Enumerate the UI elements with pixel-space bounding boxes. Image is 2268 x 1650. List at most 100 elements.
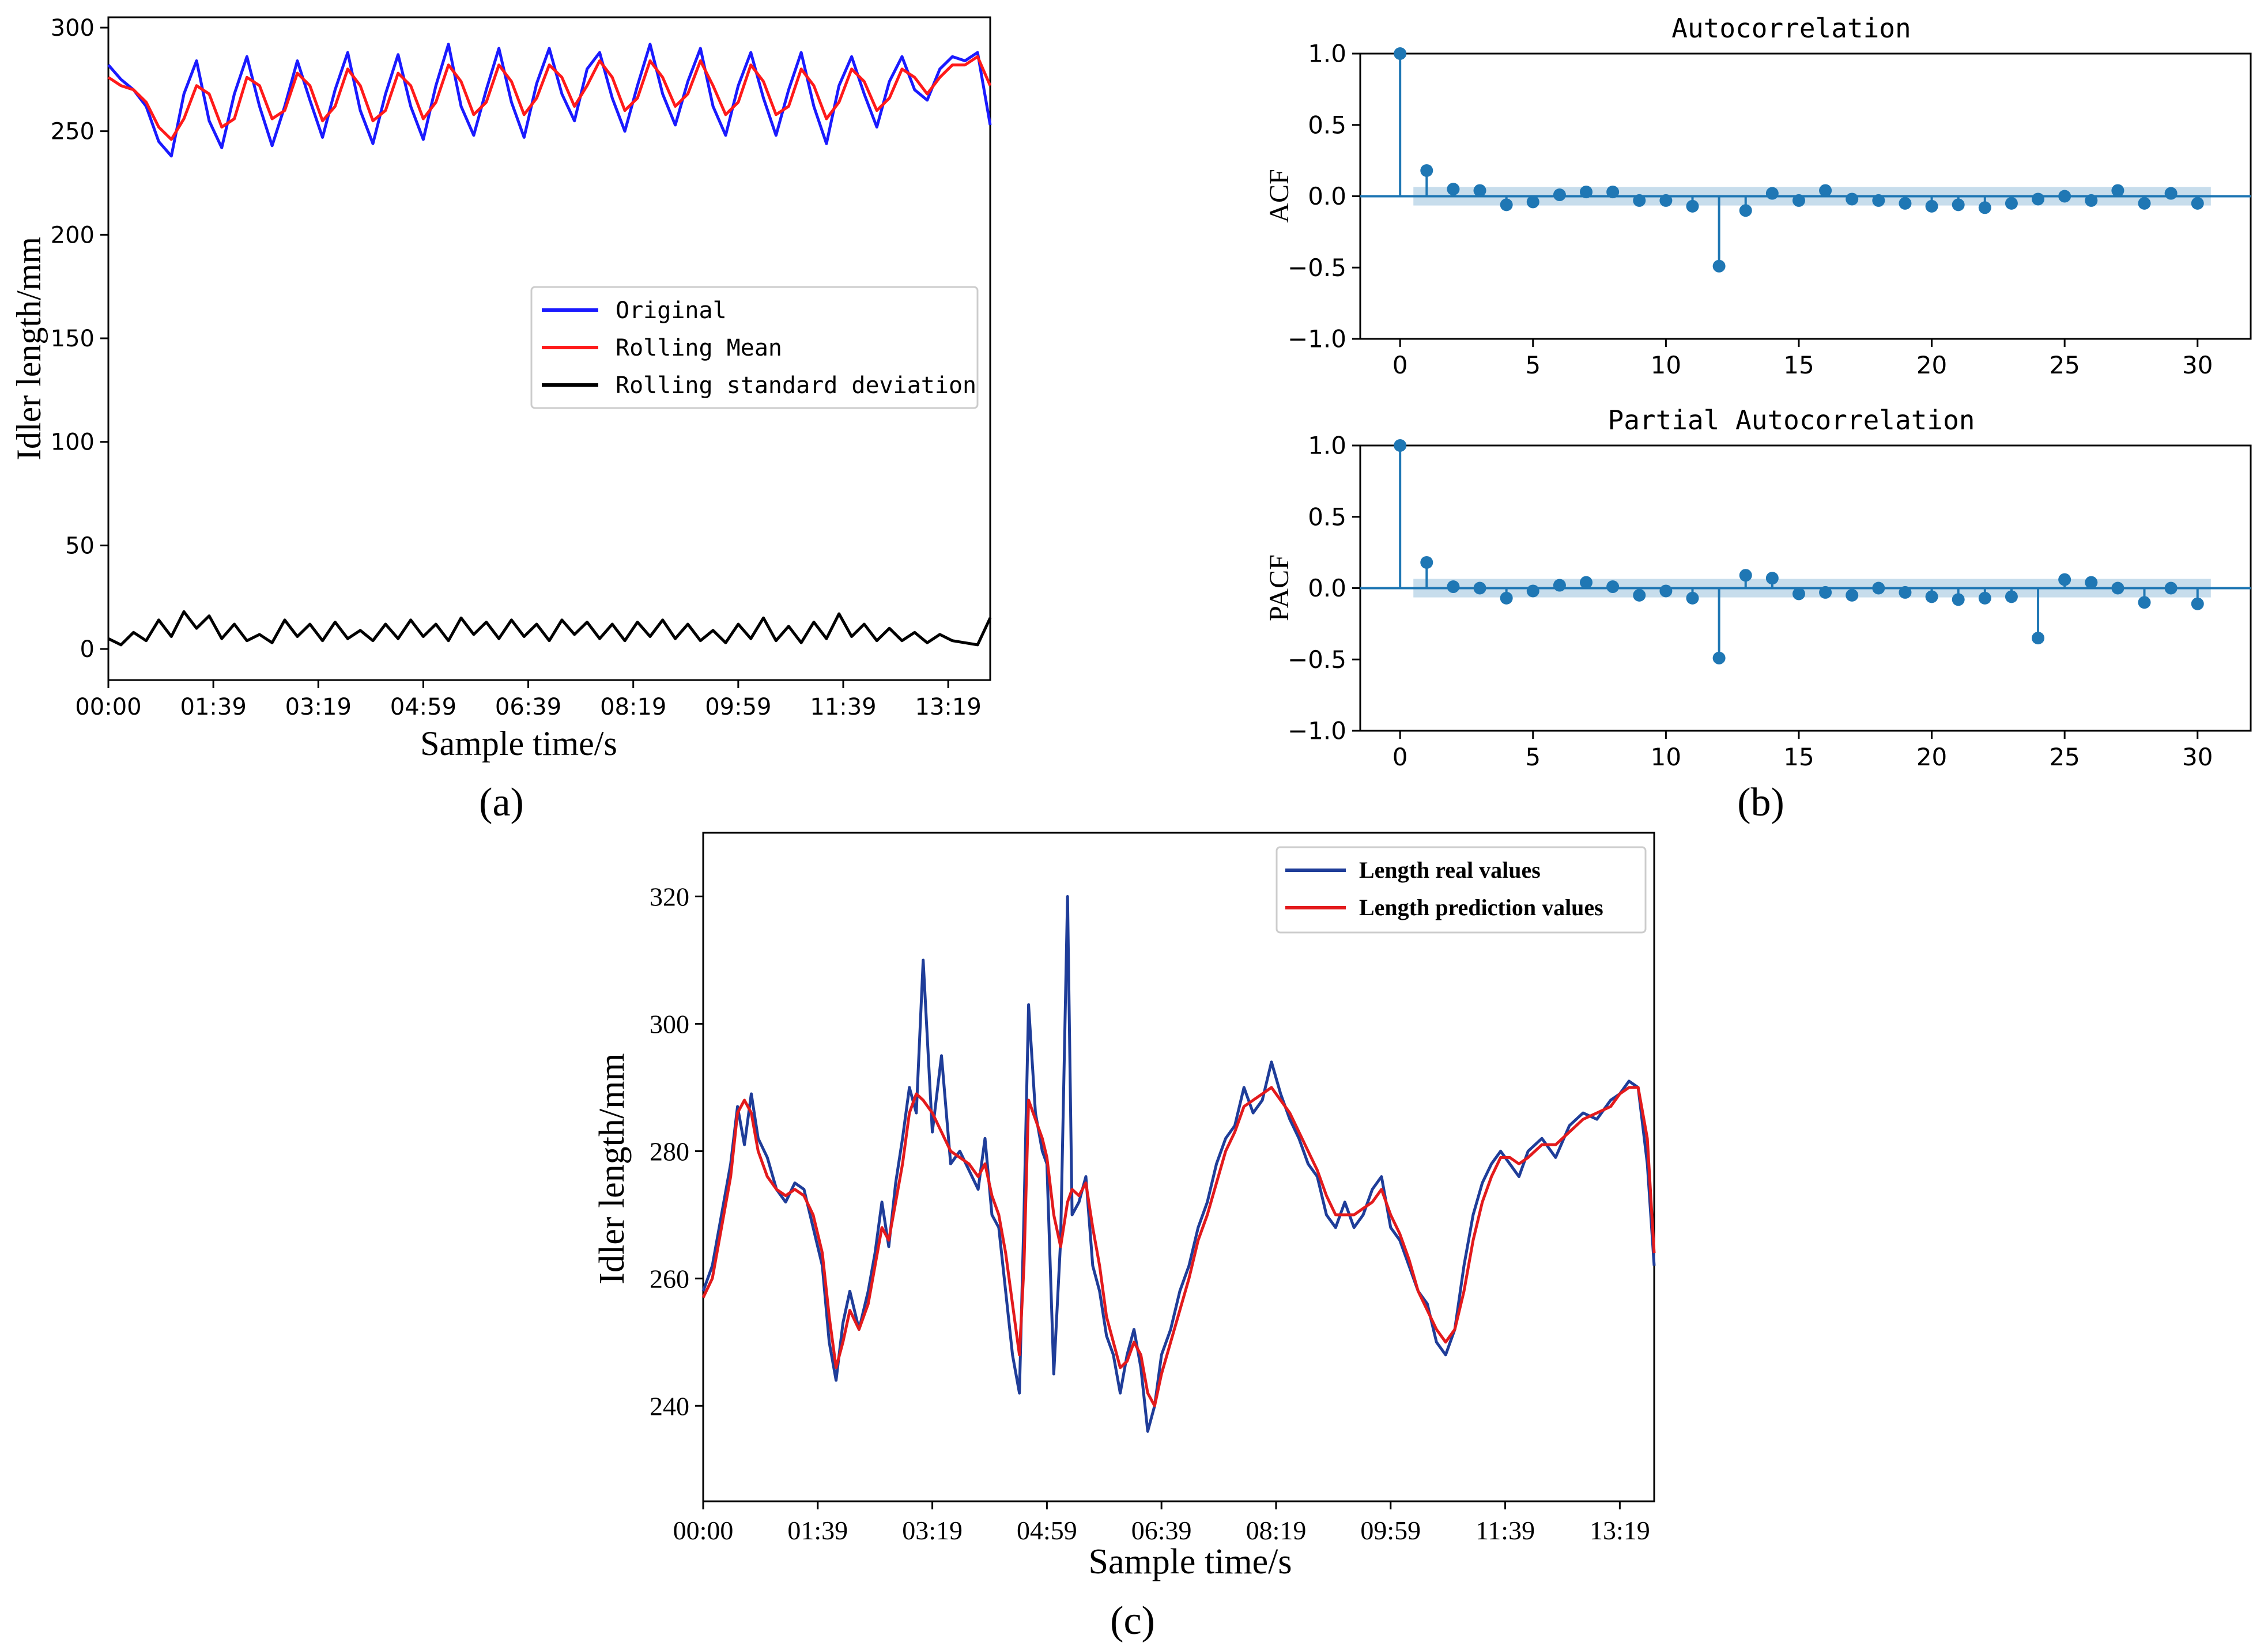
a-ytick-label: 150	[51, 326, 95, 352]
b2-ytick-label: −0.5	[1288, 645, 1346, 674]
b2-marker-lag-16	[1819, 586, 1832, 599]
b2-ytick-label: 0.0	[1308, 574, 1346, 602]
b1-marker-lag-22	[1978, 201, 1991, 214]
c-xtick-label: 06:39	[1131, 1516, 1192, 1545]
b1-marker-lag-28	[2138, 197, 2151, 210]
b2-xtick-label: 25	[2049, 743, 2080, 771]
c-ytick-label: 260	[650, 1264, 689, 1293]
b2-marker-lag-21	[1952, 593, 1965, 606]
b1-marker-lag-23	[2005, 197, 2018, 210]
c-ytick-label: 240	[650, 1391, 689, 1421]
b1-marker-lag-5	[1526, 195, 1539, 209]
b1-marker-lag-0	[1394, 47, 1407, 60]
panel-c-legend: Length real values Length prediction val…	[1275, 846, 1647, 934]
panel-c-caption: (c)	[1110, 1599, 1155, 1643]
c-ytick-label: 320	[650, 882, 689, 912]
b2-marker-lag-28	[2138, 596, 2151, 609]
b1-marker-lag-18	[1872, 194, 1885, 207]
b2-marker-lag-20	[1925, 590, 1938, 603]
b2-marker-lag-10	[1659, 584, 1673, 598]
pacf-ylabel: PACF	[1264, 554, 1295, 621]
b1-marker-lag-2	[1447, 183, 1460, 196]
acf-title: Autocorrelation	[1671, 13, 1911, 44]
panel-c-ylabel: Idler length/mm	[593, 1053, 632, 1284]
b2-marker-lag-4	[1500, 591, 1513, 605]
legend-prediction-values-label: Length prediction values	[1359, 894, 1603, 920]
b2-xtick-label: 0	[1393, 743, 1408, 771]
b1-ytick-label: −0.5	[1288, 254, 1346, 282]
b2-marker-lag-30	[2191, 597, 2204, 610]
b1-xtick-label: 10	[1651, 351, 1681, 379]
b2-marker-lag-5	[1526, 584, 1539, 598]
acf-ylabel: ACF	[1264, 169, 1295, 222]
b1-marker-lag-20	[1925, 199, 1938, 213]
b2-marker-lag-8	[1606, 580, 1620, 594]
b2-marker-lag-1	[1420, 556, 1433, 569]
b1-marker-lag-30	[2191, 197, 2204, 210]
b1-marker-lag-13	[1739, 204, 1752, 217]
b1-marker-lag-1	[1420, 164, 1433, 177]
panel-a-legend-box	[530, 286, 979, 409]
a-xtick-label: 11:39	[810, 694, 876, 720]
panel-a-caption: (a)	[479, 780, 524, 825]
b2-marker-lag-17	[1846, 588, 1859, 602]
a-xtick-label: 00:00	[75, 694, 141, 720]
b2-ytick-label: 1.0	[1308, 432, 1346, 460]
b2-xtick-label: 15	[1783, 743, 1814, 771]
b1-marker-lag-26	[2085, 194, 2098, 207]
panel-a-xlabel: Sample time/s	[420, 724, 617, 762]
a-xtick-label: 01:39	[180, 694, 247, 720]
b2-marker-lag-12	[1712, 651, 1726, 664]
b2-marker-lag-19	[1899, 586, 1912, 599]
b1-marker-lag-24	[2032, 192, 2045, 206]
b1-marker-lag-17	[1846, 192, 1859, 206]
c-xtick-label: 11:39	[1475, 1516, 1535, 1545]
c-xtick-label: 00:00	[673, 1516, 734, 1545]
b2-marker-lag-9	[1633, 588, 1646, 602]
c-xtick-label: 08:19	[1246, 1516, 1307, 1545]
a-xtick-label: 03:19	[285, 694, 352, 720]
b1-marker-lag-19	[1899, 197, 1912, 210]
b2-marker-lag-13	[1739, 569, 1752, 582]
b2-marker-lag-22	[1978, 591, 1991, 605]
b2-xtick-label: 20	[1916, 743, 1947, 771]
legend-rolling-mean-label: Rolling Mean	[616, 335, 782, 361]
b1-marker-lag-16	[1819, 184, 1832, 197]
b1-marker-lag-6	[1553, 188, 1566, 202]
b1-xtick-label: 15	[1783, 351, 1814, 379]
a-series-rolling-standard-deviation	[107, 610, 992, 647]
panel-a-legend: Original Rolling Mean Rolling standard d…	[530, 286, 979, 409]
b2-marker-lag-3	[1473, 582, 1486, 595]
c-series-length-prediction-values	[701, 1086, 1656, 1407]
a-ytick-label: 200	[51, 222, 95, 248]
b2-marker-lag-27	[2111, 582, 2124, 595]
b2-marker-lag-6	[1553, 579, 1566, 592]
legend-real-values-label: Length real values	[1359, 857, 1541, 883]
b1-marker-lag-21	[1952, 198, 1965, 212]
b1-marker-lag-12	[1712, 259, 1726, 273]
b1-ytick-label: 0.0	[1308, 182, 1346, 210]
b1-marker-lag-10	[1659, 194, 1673, 207]
b2-xtick-label: 30	[2182, 743, 2213, 771]
b1-xtick-label: 20	[1916, 351, 1947, 379]
b2-marker-lag-23	[2005, 590, 2018, 603]
b1-xtick-label: 0	[1393, 351, 1408, 379]
b2-xtick-label: 10	[1651, 743, 1681, 771]
legend-rolling-std-label: Rolling standard deviation	[616, 372, 976, 399]
b2-marker-lag-18	[1872, 582, 1885, 595]
panel-c-legend-box	[1275, 846, 1647, 934]
a-ytick-label: 0	[80, 636, 95, 663]
b1-ytick-label: 1.0	[1308, 40, 1346, 68]
c-ytick-label: 280	[650, 1137, 689, 1166]
b1-xtick-label: 30	[2182, 351, 2213, 379]
b1-marker-lag-29	[2164, 187, 2178, 200]
b2-xtick-label: 5	[1525, 743, 1541, 771]
b2-marker-lag-15	[1792, 587, 1805, 601]
b1-marker-lag-27	[2111, 184, 2124, 197]
b2-marker-lag-14	[1765, 572, 1779, 585]
pacf-title: Partial Autocorrelation	[1608, 405, 1975, 436]
a-xtick-label: 06:39	[495, 694, 561, 720]
c-xtick-label: 04:59	[1017, 1516, 1077, 1545]
legend-original-label: Original	[616, 297, 727, 324]
